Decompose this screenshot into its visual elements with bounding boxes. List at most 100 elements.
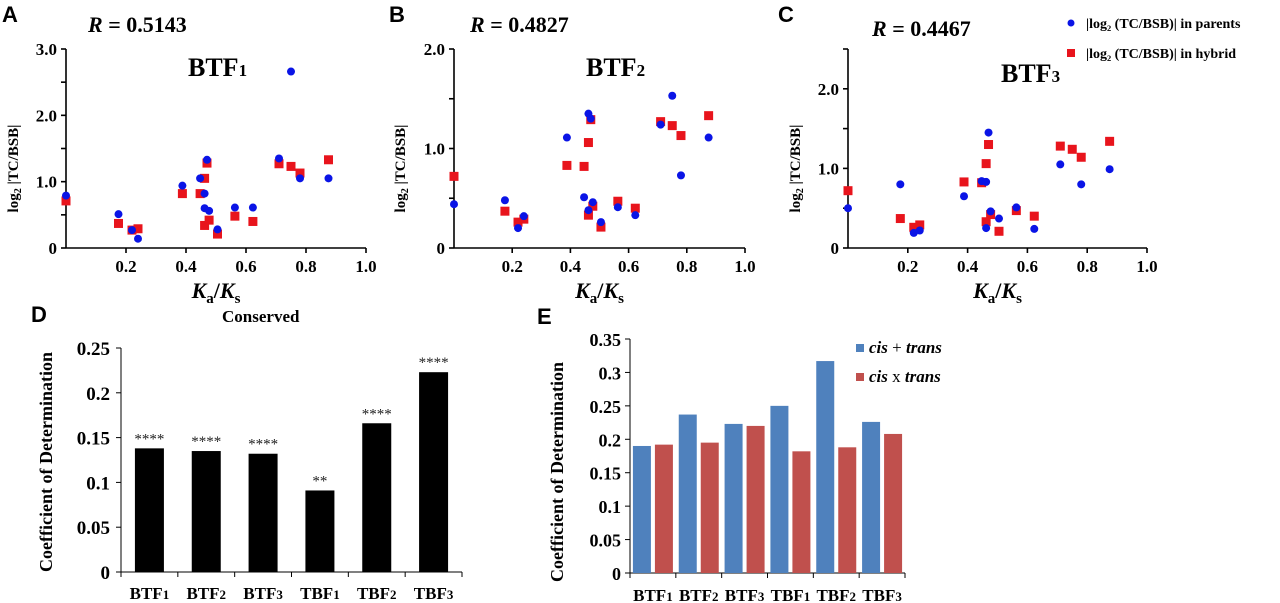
significance-label: **	[312, 473, 327, 489]
data-point-hybrid	[286, 161, 296, 171]
data-point-hybrid	[994, 226, 1004, 236]
data-point-hybrid	[230, 211, 240, 221]
x-category-label: TBF2	[816, 586, 856, 603]
bar-cis-x-trans-1	[700, 442, 719, 573]
x-category-label: BTF3	[243, 584, 283, 603]
bar-cis-plus-trans-5	[862, 421, 881, 573]
bar-4	[362, 423, 392, 572]
data-point-hybrid	[704, 111, 714, 121]
x-category-label: TBF2	[357, 584, 397, 603]
r-value: = 0.4827	[485, 12, 569, 37]
data-point-parents	[656, 120, 665, 129]
y-axis-label: log2 |TC/BSB|	[788, 125, 806, 213]
y-tick-label: 1.0	[818, 159, 839, 178]
data-point-parents	[287, 67, 295, 76]
bar-cis-x-trans-2	[746, 425, 765, 573]
data-point-hybrid	[200, 220, 210, 230]
x-category-label: TBF1	[300, 584, 340, 603]
bar-cis-plus-trans-0	[632, 445, 651, 573]
data-point-parents	[596, 218, 605, 227]
x-category-label: TBF3	[862, 586, 902, 603]
legend-marker-parents	[1067, 19, 1075, 27]
bar-cis-plus-trans-3	[770, 405, 789, 573]
data-point-hybrid	[200, 173, 210, 183]
bar-1	[191, 451, 221, 572]
y-tick-label: 0.05	[590, 531, 622, 551]
x-tick-label: 0.6	[618, 257, 639, 276]
y-tick-label: 0.2	[86, 384, 110, 405]
data-point-parents	[994, 214, 1003, 223]
conserved-label: Conserved	[222, 307, 300, 326]
data-point-hybrid	[204, 215, 214, 225]
significance-label: ****	[134, 431, 164, 447]
data-point-hybrid	[1055, 141, 1065, 151]
data-point-hybrid	[248, 216, 258, 226]
legend-label-cis-x-trans: cis x trans	[869, 367, 941, 386]
data-point-parents	[631, 211, 640, 220]
data-point-parents	[62, 191, 70, 200]
panel-letter-b: B	[389, 2, 405, 27]
r-symbol: R	[87, 12, 103, 37]
scatter-legend: |log₂ (TC/BSB)| in parents |log₂ (TC/BSB…	[1067, 17, 1241, 62]
data-point-hybrid	[895, 214, 905, 224]
y-tick-label: 0.35	[590, 330, 622, 350]
data-point-parents	[896, 180, 905, 189]
data-point-parents	[205, 206, 214, 215]
scatter-panel-b: 0 1.0 2.0 0.2 0.4 0.6 0.8 1.0 Ka/Ks log2 |TC/BSB|…	[393, 12, 756, 307]
data-point-parents	[1012, 203, 1021, 212]
data-point-parents	[296, 174, 304, 183]
y-axis-label: Coefficient of Determination	[547, 362, 567, 582]
data-point-parents	[128, 226, 136, 235]
data-point-parents	[1077, 180, 1086, 189]
data-point-hybrid	[984, 140, 994, 150]
scatter-panel-c: 0 1.0 2.0 0.2 0.4 0.6 0.8 1.0 Ka/Ks log2 |TC/BSB|…	[788, 16, 1158, 307]
x-axis-label: Ka/Ks	[574, 278, 624, 307]
data-point-parents	[200, 189, 209, 198]
data-point-parents	[1030, 224, 1039, 233]
y-tick-label: 0.15	[77, 429, 110, 450]
x-category-label: TBF3	[414, 584, 454, 603]
r-annotation: R = 0.5143	[87, 12, 187, 37]
panel-letter-a: A	[2, 2, 18, 27]
bar-5	[419, 372, 449, 572]
panel-letter-d: D	[31, 302, 47, 327]
y-tick-label: 2.0	[424, 40, 445, 59]
data-point-hybrid	[177, 189, 187, 199]
r-annotation: R = 0.4827	[469, 12, 569, 37]
data-point-parents	[1105, 165, 1114, 174]
data-point-hybrid	[513, 217, 523, 227]
legend-label-parents: |log₂ (TC/BSB)| in parents	[1086, 17, 1241, 32]
legend-label-cis-plus-trans: cis + trans	[869, 338, 942, 357]
data-point-hybrid	[114, 218, 123, 228]
data-point-hybrid	[1029, 211, 1039, 221]
x-category-label: BTF2	[186, 584, 226, 603]
data-point-parents	[982, 177, 991, 186]
x-category-label: BTF2	[679, 586, 719, 603]
data-point-parents	[134, 234, 142, 243]
x-tick-label: 0.6	[235, 257, 256, 276]
y-axis-label: log2 |TC/BSB|	[6, 125, 24, 213]
data-point-parents	[500, 196, 509, 205]
data-point-parents	[562, 133, 571, 142]
legend-word: cis	[869, 338, 888, 357]
y-tick-label: 0.05	[77, 518, 110, 539]
y-tick-label: 0	[437, 239, 446, 258]
bar-2	[248, 453, 278, 572]
x-tick-label: 0.8	[1077, 257, 1098, 276]
data-point-parents	[450, 200, 458, 209]
data-point-parents	[324, 174, 333, 183]
y-tick-label: 1.0	[36, 173, 57, 192]
bar-cis-plus-trans-4	[816, 361, 835, 573]
data-point-parents	[960, 192, 969, 201]
x-tick-label: 1.0	[734, 257, 755, 276]
y-tick-label: 0	[49, 239, 58, 258]
y-axis-label: log2 |TC/BSB|	[393, 125, 411, 213]
data-point-parents	[986, 207, 995, 216]
panel-title: BTF2	[586, 53, 645, 82]
panel-title: BTF1	[188, 53, 247, 82]
legend-operator: x	[888, 367, 905, 386]
x-tick-label: 0.4	[175, 257, 197, 276]
x-tick-label: 0.2	[115, 257, 136, 276]
data-point-hybrid	[596, 222, 606, 232]
